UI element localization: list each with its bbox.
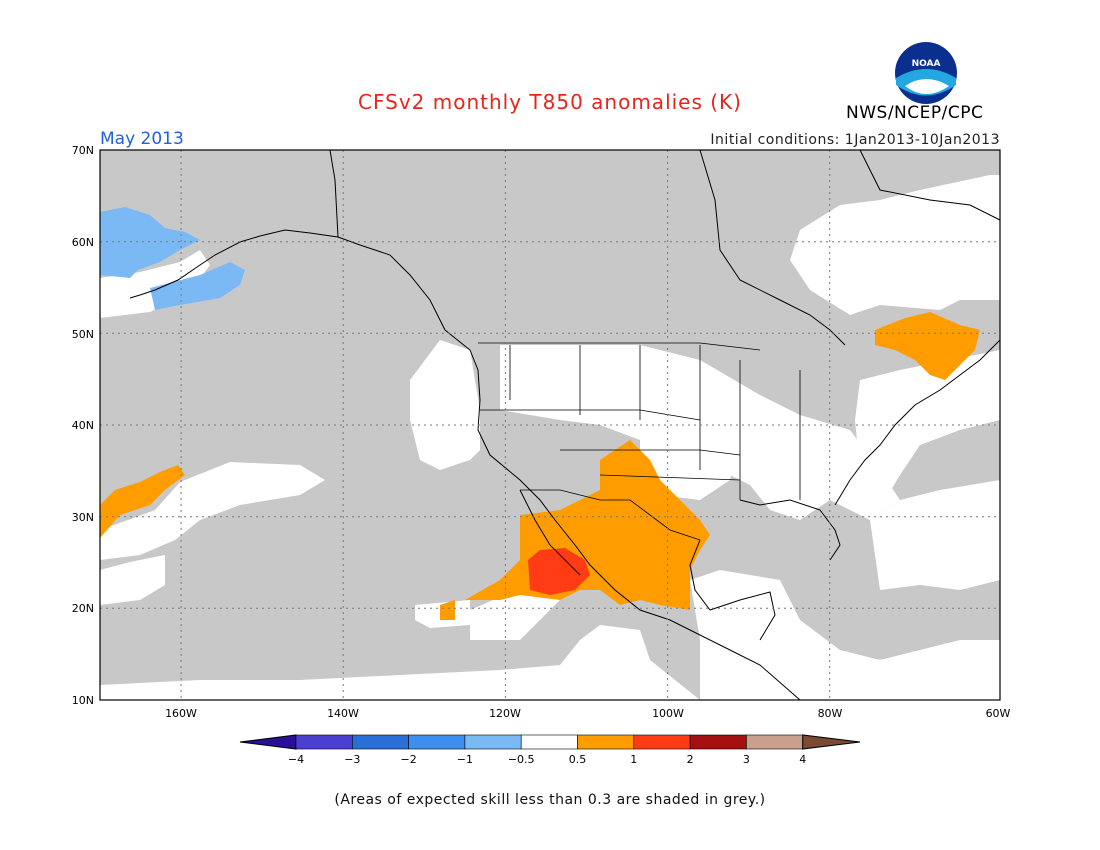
white-region-plains xyxy=(640,420,740,500)
lat-tick-label: 10N xyxy=(72,694,94,707)
borders xyxy=(478,342,801,541)
month-label: May 2013 xyxy=(100,129,184,149)
white-region-tropical-pacific xyxy=(100,625,700,700)
colorbar-label: −3 xyxy=(344,753,360,766)
map-frame xyxy=(99,149,1001,701)
anomaly-red-baja xyxy=(528,548,590,595)
lon-tick-label: 80W xyxy=(818,707,843,720)
colorbar-swatch xyxy=(464,734,522,750)
coastline-baja xyxy=(519,489,581,576)
state-lines xyxy=(480,345,801,500)
coastlines xyxy=(129,149,1001,701)
grid-lines xyxy=(100,150,1000,700)
white-region-atlantic-north xyxy=(855,350,1000,520)
border-us-mexico xyxy=(520,489,701,541)
anomaly-orange-pacific xyxy=(100,465,185,538)
colorbar-swatch xyxy=(577,734,635,750)
colorbar-swatch xyxy=(746,734,804,750)
lat-tick-label: 20N xyxy=(72,602,94,615)
colorbar-swatch xyxy=(689,734,747,750)
colorbar-label: −0.5 xyxy=(508,753,535,766)
lon-tick-label: 160W xyxy=(165,707,197,720)
lon-tick-label: 100W xyxy=(652,707,684,720)
coastline-east xyxy=(834,339,1001,506)
anomaly-light-blue-bering xyxy=(100,207,200,278)
coastline-florida xyxy=(739,499,841,561)
white-region-atlantic-south xyxy=(870,480,1000,590)
colorbar-label: 2 xyxy=(687,753,694,766)
agency-label: NWS/NCEP/CPC xyxy=(846,103,984,123)
colorbar-label: 1 xyxy=(630,753,637,766)
colorbar-arrow-left xyxy=(239,734,297,750)
white-region-caribbean xyxy=(690,570,1000,700)
white-region-california-coast xyxy=(410,340,480,470)
map-title: CFSv2 monthly T850 anomalies (K) xyxy=(358,90,742,114)
white-region-west-pacific xyxy=(100,555,165,605)
lon-tick-label: 120W xyxy=(489,707,521,720)
lat-tick-label: 50N xyxy=(72,328,94,341)
coastline-hudson xyxy=(699,149,846,346)
anomaly-orange-quebec xyxy=(875,312,980,380)
colorbar-label: −1 xyxy=(457,753,473,766)
white-region-central-pacific xyxy=(100,462,325,560)
anomaly-orange-small xyxy=(440,600,455,620)
white-region-gulf-alaska xyxy=(100,250,210,318)
lon-tick-label: 140W xyxy=(327,707,359,720)
colorbar-swatch xyxy=(633,734,691,750)
colorbar-swatch xyxy=(520,734,578,750)
lat-tick-label: 30N xyxy=(72,511,94,524)
colorbar-swatch xyxy=(408,734,466,750)
skill-footnote: (Areas of expected skill less than 0.3 a… xyxy=(334,792,766,808)
lat-tick-label: 40N xyxy=(72,419,94,432)
coastline-arctic xyxy=(859,149,1001,221)
colorbar-legend: −4 −3 −2 −1 −0.5 0.5 1 2 3 4 xyxy=(239,734,861,766)
colorbar-swatch xyxy=(351,734,409,750)
coastline-gulf xyxy=(689,539,776,641)
lat-tick-label: 60N xyxy=(72,236,94,249)
colorbar-label: −2 xyxy=(400,753,416,766)
colorbar-swatch xyxy=(295,734,353,750)
colorbar-label: 4 xyxy=(799,753,806,766)
colorbar-label: 3 xyxy=(743,753,750,766)
coastline-west xyxy=(337,236,801,701)
lon-tick-label: 60W xyxy=(986,707,1011,720)
colorbar-arrow-right xyxy=(802,734,861,750)
colorbar-label: 0.5 xyxy=(569,753,587,766)
lat-tick-label: 70N xyxy=(72,144,94,157)
noaa-logo-text: NOAA xyxy=(912,59,941,69)
noaa-logo: NOAA xyxy=(895,42,957,104)
initial-conditions-label: Initial conditions: 1Jan2013-10Jan2013 xyxy=(710,132,1000,148)
white-region-labrador xyxy=(790,175,1000,315)
lat-axis: 70N 60N 50N 40N 30N 20N 10N xyxy=(72,144,94,707)
border-us-canada xyxy=(478,342,761,351)
anomaly-regions xyxy=(100,207,980,620)
colorbar-label: −4 xyxy=(288,753,304,766)
anomaly-light-blue-alaska xyxy=(150,262,245,310)
map-plot-area xyxy=(99,149,1001,701)
lon-axis: 160W 140W 120W 100W 80W 60W xyxy=(165,707,1010,720)
anomaly-orange-mexico xyxy=(465,440,710,610)
